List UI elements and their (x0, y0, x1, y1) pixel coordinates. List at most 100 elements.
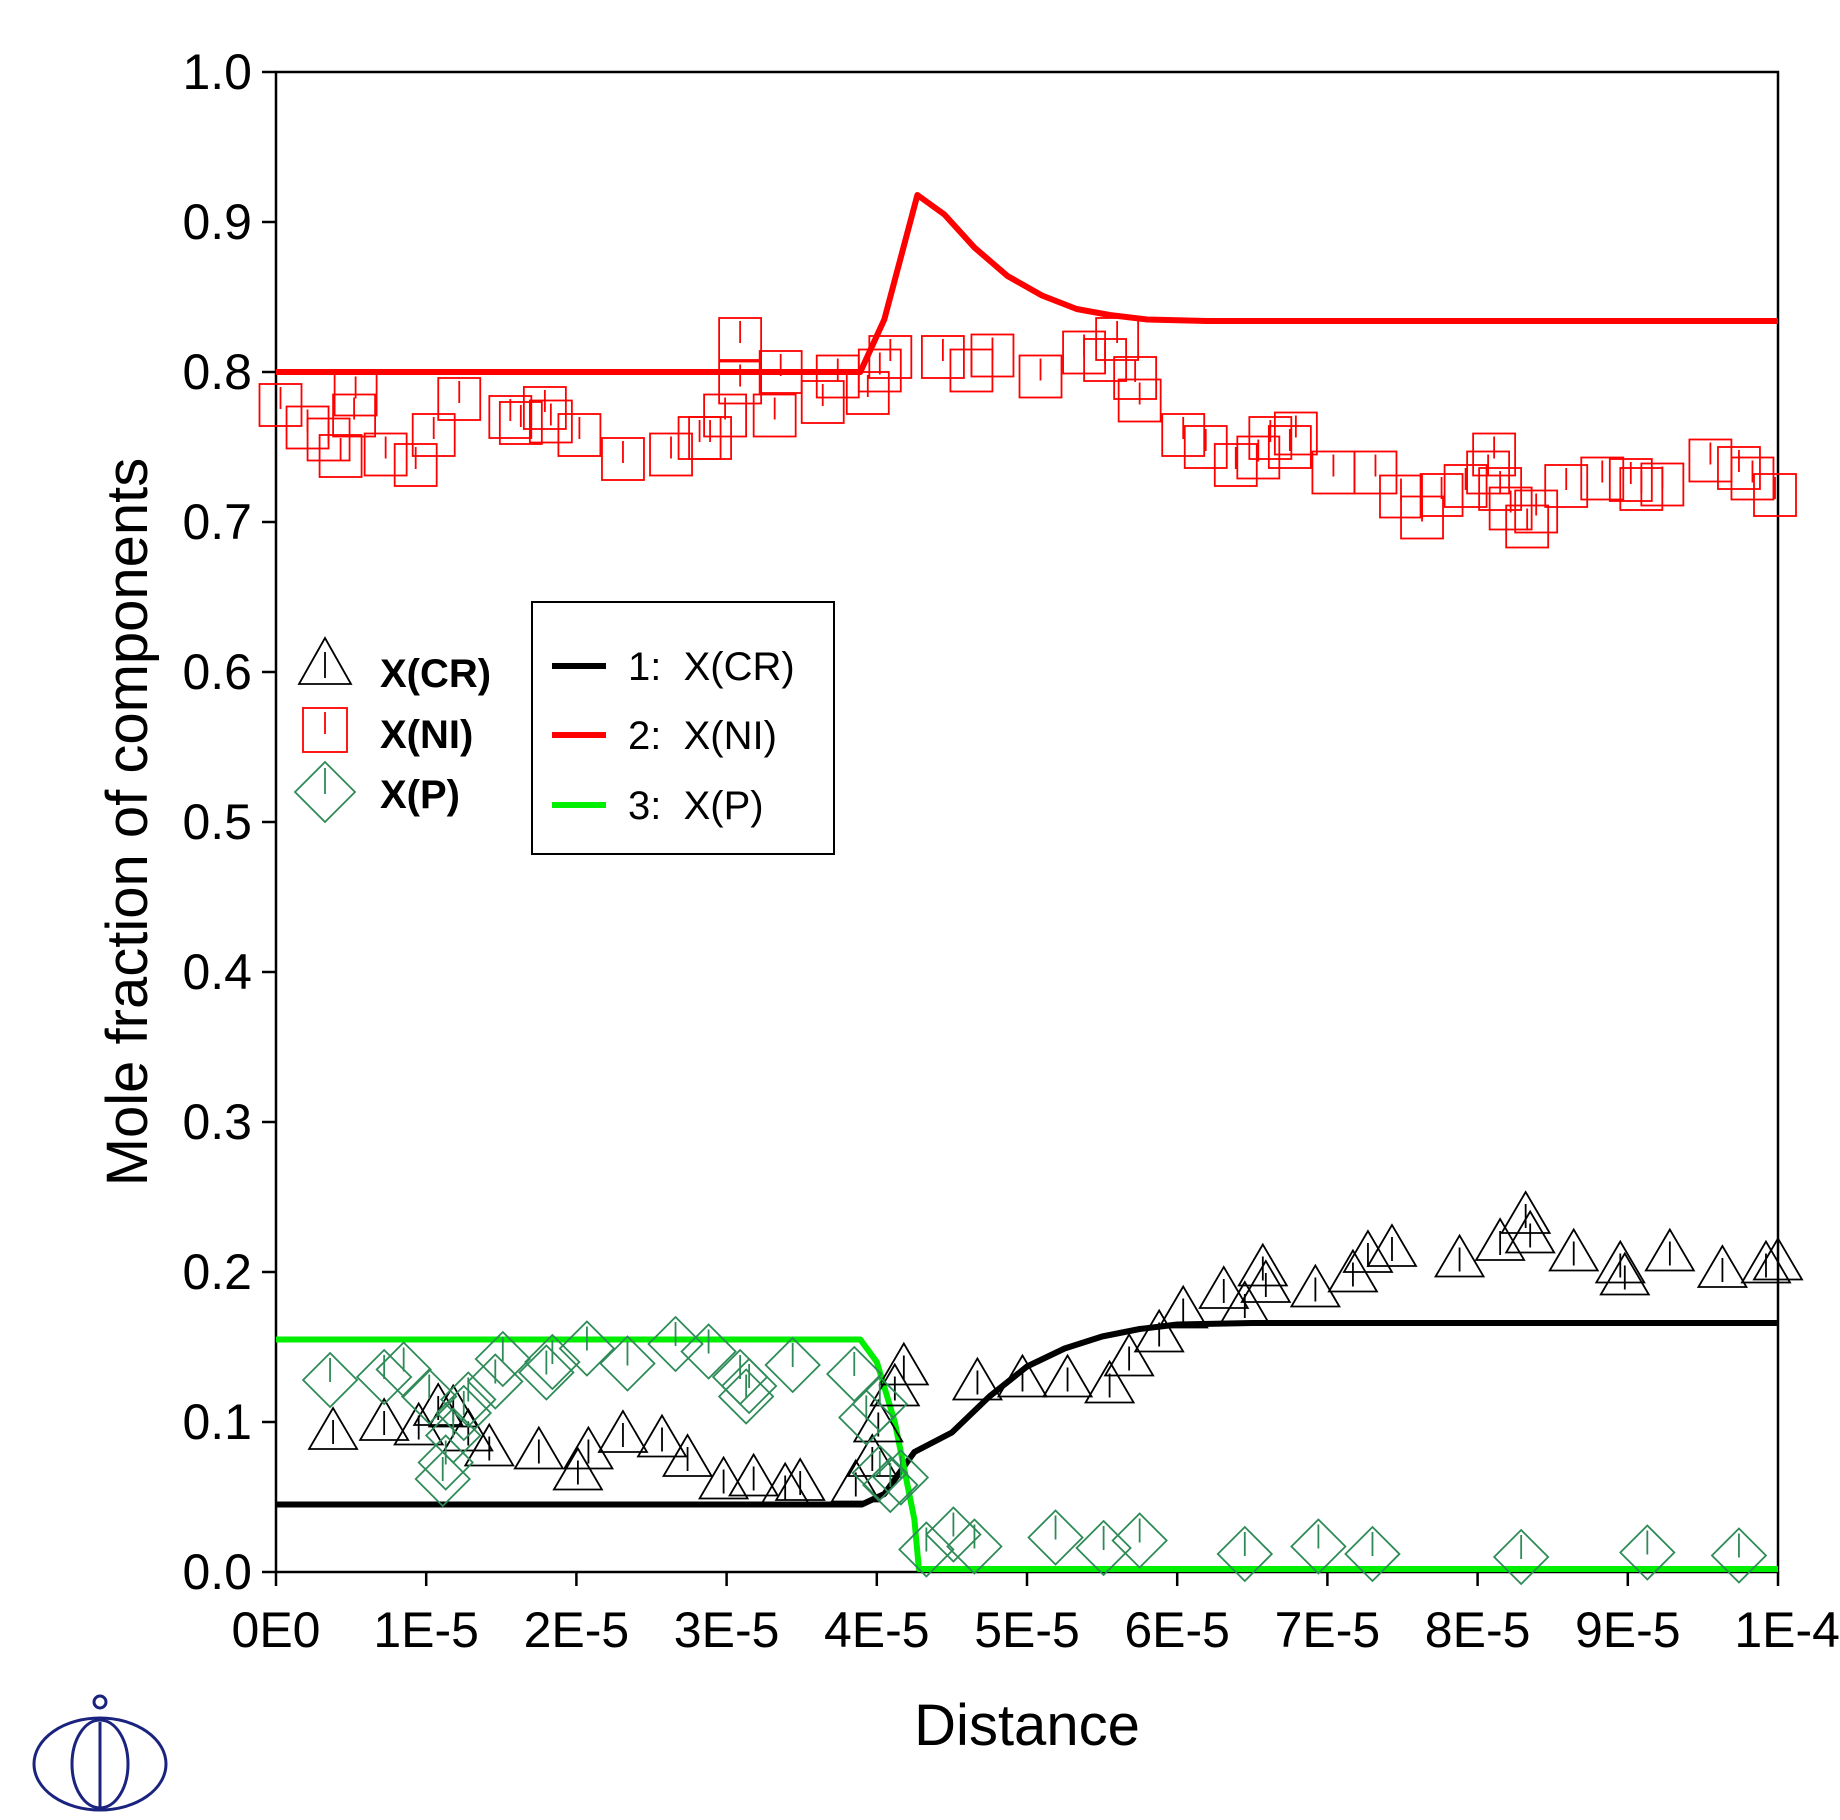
square-marker (1466, 450, 1511, 495)
square-marker (752, 393, 797, 438)
square-marker (1095, 317, 1140, 361)
square-marker (718, 360, 763, 405)
diamond-marker (825, 1345, 883, 1403)
triangle-marker (358, 1397, 410, 1441)
y-tick-label: 0.6 (182, 644, 252, 700)
triangle-marker (307, 1406, 359, 1450)
triangle-marker (1500, 1190, 1552, 1234)
diamond-marker (647, 1315, 704, 1373)
square-marker (649, 432, 693, 477)
diamond-marker (680, 1323, 737, 1380)
x-tick-label: 7E-5 (1275, 1602, 1381, 1658)
diamond-marker (925, 1506, 982, 1563)
symbol-legend: X(CR) X(NI) X(P) (293, 636, 491, 824)
square-marker (1608, 458, 1653, 502)
square-marker (1514, 489, 1559, 534)
legend-line-label-p: 3: X(P) (628, 784, 764, 828)
square-marker (1478, 467, 1523, 511)
x-tick-label: 5E-5 (974, 1602, 1080, 1658)
square-marker (1183, 425, 1228, 469)
square-marker (1505, 504, 1550, 549)
diamond-icon (293, 760, 357, 824)
x-tick-label: 9E-5 (1575, 1602, 1681, 1658)
line-legend-box (531, 601, 835, 855)
square-marker (1753, 473, 1797, 517)
x-tick-label: 1E-5 (373, 1602, 479, 1658)
square-marker (1311, 450, 1356, 495)
square-marker (857, 348, 902, 393)
diamond-marker (375, 1341, 432, 1398)
diamond-marker (1075, 1519, 1132, 1577)
square-marker (498, 401, 543, 445)
triangle-marker (1696, 1244, 1748, 1288)
triangle-marker (774, 1457, 826, 1501)
diamond-marker (518, 1344, 575, 1401)
square-marker (557, 413, 602, 457)
square-marker (703, 393, 747, 438)
diamond-marker (1619, 1524, 1676, 1581)
square-marker (845, 371, 890, 415)
y-tick-label: 0.9 (182, 194, 252, 250)
legend-symbol-label-p: X(P) (380, 773, 460, 817)
triangle-marker (513, 1425, 565, 1470)
triangle-marker (1240, 1259, 1292, 1303)
triangle-marker (1366, 1223, 1418, 1267)
x-axis: 0E0 1E-5 2E-5 3E-5 4E-5 5E-5 6E-5 7E-5 8E-5 9E-5 1… (232, 1572, 1840, 1658)
square-marker (393, 443, 438, 487)
triangle-marker (1041, 1353, 1094, 1398)
triangle-marker (1644, 1227, 1696, 1272)
square-icon (302, 707, 348, 753)
diamond-marker (1216, 1525, 1274, 1583)
square-marker (1267, 425, 1312, 469)
data-markers-layer (258, 317, 1804, 1586)
triangle-marker (951, 1356, 1004, 1401)
square-marker (1018, 354, 1063, 399)
y-tick-label: 0.3 (182, 1094, 252, 1150)
square-marker (1236, 435, 1281, 480)
diamond-marker (1027, 1509, 1084, 1566)
triangle-marker (562, 1425, 614, 1470)
x-tick-label: 8E-5 (1425, 1602, 1531, 1658)
y-tick-label: 0.8 (182, 344, 252, 400)
triangle-marker (1594, 1239, 1646, 1284)
square-marker (318, 434, 363, 478)
square-marker (363, 432, 408, 477)
triangle-marker (728, 1452, 780, 1497)
square-marker (1419, 473, 1464, 517)
square-marker (1472, 432, 1517, 477)
triangle-marker (1548, 1227, 1600, 1272)
diamond-marker (355, 1348, 413, 1406)
diamond-marker (474, 1330, 532, 1388)
square-marker (688, 416, 732, 460)
square-marker (1117, 378, 1162, 423)
square-marker (1488, 486, 1533, 531)
triangle-marker (1434, 1233, 1486, 1278)
square-marker (800, 380, 845, 424)
diamond-marker (1492, 1528, 1550, 1586)
triangle-marker (1198, 1265, 1250, 1309)
square-marker (411, 413, 456, 457)
diamond-marker (1710, 1527, 1768, 1584)
y-tick-label: 0.7 (182, 494, 252, 550)
triangle-marker (1103, 1332, 1155, 1377)
square-marker (1400, 495, 1444, 540)
x-tick-label: 3E-5 (674, 1602, 780, 1658)
square-marker (601, 437, 645, 481)
triangle-marker (412, 1382, 464, 1426)
diamond-marker (717, 1368, 775, 1425)
diamond-marker (400, 1368, 458, 1425)
x-tick-label: 0E0 (232, 1602, 321, 1658)
square-marker (1688, 438, 1733, 483)
triangle-marker (1504, 1209, 1556, 1254)
y-tick-label: 0.2 (182, 1244, 252, 1300)
line-legend: 1: X(CR) 2: X(NI) 3: X(P) (531, 601, 835, 855)
triangle-marker (661, 1433, 714, 1477)
square-marker (1273, 411, 1318, 456)
triangle-marker (1474, 1217, 1526, 1261)
square-marker (1544, 464, 1589, 508)
diamond-marker (946, 1518, 1003, 1575)
legend-symbol-label-ni: X(NI) (380, 713, 473, 757)
square-marker (868, 335, 913, 379)
curve-line-1 (276, 1320, 1778, 1508)
diamond-marker (1344, 1525, 1401, 1583)
